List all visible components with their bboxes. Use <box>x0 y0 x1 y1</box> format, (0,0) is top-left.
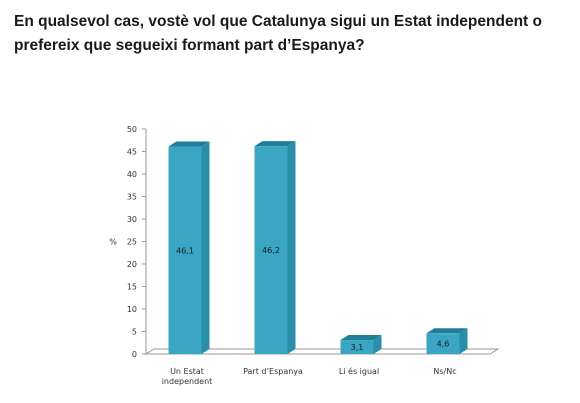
bar-top <box>168 141 210 147</box>
y-tick-label: 40 <box>127 170 137 179</box>
bar-side <box>287 141 296 354</box>
bar <box>340 340 374 354</box>
y-tick-label: 5 <box>132 328 137 337</box>
y-tick-label: 45 <box>127 148 137 157</box>
x-tick-label: Ns/Nc <box>433 367 456 376</box>
y-tick-label: 20 <box>127 260 137 269</box>
y-tick-label: 15 <box>127 283 137 292</box>
chart-labels: 46,1 Un Estat independent 46,2 Part d’Espany… <box>162 246 457 386</box>
x-tick-label: Un Estat independent <box>162 367 213 386</box>
page-title: En qualsevol cas, vostè vol que Cataluny… <box>14 10 570 58</box>
bar-top <box>254 141 296 147</box>
bar-side <box>373 335 382 354</box>
chart-axes: 0 5 10 15 20 25 30 35 40 45 50% <box>109 125 500 359</box>
chart-bars <box>168 141 468 354</box>
data-label: 4,6 <box>437 340 450 349</box>
y-tick-label: 10 <box>127 305 137 314</box>
y-axis-label: % <box>109 238 117 247</box>
bar-side <box>201 141 210 354</box>
data-label: 46,1 <box>176 246 194 255</box>
x-tick-label: Part d’Espanya <box>243 367 303 376</box>
bar-top <box>340 335 382 341</box>
y-tick-label: 50 <box>127 125 137 134</box>
chart-floor <box>144 348 500 355</box>
y-tick-label: 35 <box>127 193 137 202</box>
bar-top <box>426 328 468 334</box>
title-line-2: prefereix que segueixi formant part d’Es… <box>14 37 365 54</box>
y-tick-label: 25 <box>127 238 137 247</box>
x-tick-label: Li és igual <box>339 366 379 376</box>
y-tick-label: 30 <box>127 215 137 224</box>
title-line-1: En qualsevol cas, vostè vol que Cataluny… <box>14 13 542 30</box>
data-label: 46,2 <box>262 246 280 255</box>
bar <box>426 333 460 354</box>
bar-side <box>459 328 468 354</box>
y-tick-label: 0 <box>132 350 137 359</box>
bar <box>168 146 202 354</box>
bar <box>254 146 288 354</box>
data-label: 3,1 <box>351 343 364 352</box>
